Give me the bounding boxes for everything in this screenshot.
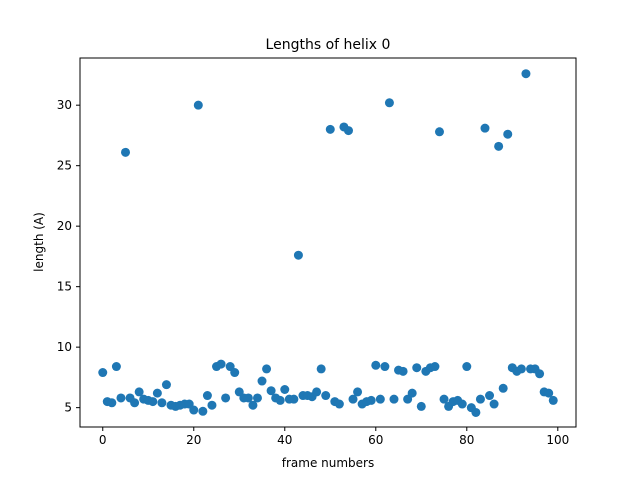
data-point	[430, 362, 440, 372]
data-point	[416, 401, 426, 411]
data-point	[262, 364, 272, 374]
data-point	[480, 123, 490, 133]
data-point	[230, 368, 240, 378]
data-point	[434, 127, 444, 137]
data-point	[334, 399, 344, 409]
x-tick-label: 100	[546, 433, 569, 447]
data-point	[498, 383, 508, 393]
y-axis-ticks: 5 10 15 20 25 30	[57, 98, 80, 415]
x-tick-label: 60	[368, 433, 383, 447]
data-point	[384, 98, 394, 108]
y-tick-label: 30	[57, 98, 72, 112]
data-point	[548, 395, 558, 405]
data-point	[389, 394, 399, 404]
data-point	[121, 147, 131, 157]
x-tick-label: 80	[459, 433, 474, 447]
data-point	[161, 380, 171, 390]
data-point	[289, 394, 299, 404]
data-point	[275, 395, 285, 405]
plot-frame	[79, 57, 577, 428]
data-point	[348, 394, 358, 404]
data-point	[503, 129, 513, 139]
data-point	[152, 388, 162, 398]
data-point	[312, 387, 322, 397]
data-point	[412, 363, 422, 373]
y-tick-label: 25	[57, 159, 72, 173]
y-axis-label: length (A)	[32, 212, 46, 272]
data-point	[116, 393, 126, 403]
data-point	[516, 364, 526, 374]
data-point	[216, 359, 226, 369]
data-point	[489, 399, 499, 409]
y-tick-label: 20	[57, 219, 72, 233]
data-point	[293, 250, 303, 260]
data-point	[494, 141, 504, 151]
data-point	[380, 362, 390, 372]
data-point	[439, 394, 449, 404]
chart-title: Lengths of helix 0	[266, 37, 391, 53]
data-point	[316, 364, 326, 374]
data-points	[98, 69, 558, 417]
x-tick-label: 20	[186, 433, 201, 447]
data-point	[521, 69, 531, 79]
data-point	[243, 393, 253, 403]
data-point	[407, 388, 417, 398]
data-point	[98, 368, 108, 378]
data-point	[321, 391, 331, 401]
data-point	[148, 397, 158, 407]
data-point	[134, 387, 144, 397]
data-point	[189, 405, 199, 415]
data-point	[130, 398, 140, 408]
data-point	[280, 384, 290, 394]
data-point	[475, 394, 485, 404]
data-point	[485, 391, 495, 401]
data-point	[325, 124, 335, 134]
data-point	[111, 362, 121, 372]
data-point	[221, 393, 231, 403]
data-point	[398, 366, 408, 376]
data-point	[462, 362, 472, 372]
data-point	[257, 376, 267, 386]
data-point	[544, 388, 554, 398]
data-point	[198, 406, 208, 416]
y-tick-label: 10	[57, 340, 72, 354]
data-point	[266, 386, 276, 396]
data-point	[207, 400, 217, 410]
data-point	[457, 399, 467, 409]
data-point	[375, 394, 385, 404]
data-point	[248, 400, 258, 410]
data-point	[366, 395, 376, 405]
data-point	[535, 369, 545, 379]
x-axis-ticks: 0 20 40 60 80 100	[99, 427, 569, 447]
data-point	[193, 100, 203, 110]
data-point	[202, 391, 212, 401]
data-point	[157, 398, 167, 408]
x-tick-label: 0	[99, 433, 107, 447]
x-axis-label: frame numbers	[282, 456, 374, 470]
data-point	[343, 126, 353, 136]
x-tick-label: 40	[277, 433, 292, 447]
data-point	[371, 360, 381, 370]
data-point	[353, 387, 363, 397]
y-tick-label: 5	[64, 401, 72, 415]
y-tick-label: 15	[57, 280, 72, 294]
data-point	[107, 398, 117, 408]
data-point	[252, 393, 262, 403]
data-point	[471, 407, 481, 417]
